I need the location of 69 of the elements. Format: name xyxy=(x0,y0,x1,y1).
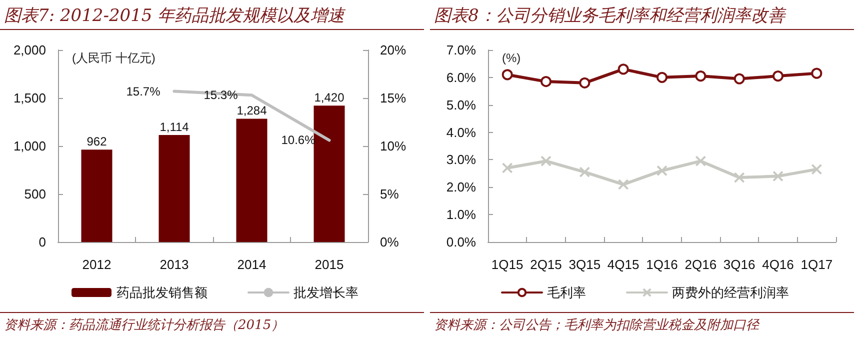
point xyxy=(734,73,745,84)
y2-tick-label: 10% xyxy=(380,138,406,154)
bar xyxy=(81,150,112,242)
point xyxy=(734,172,745,184)
x-tick-label: 1Q17 xyxy=(800,257,833,272)
data-label: 15.7% xyxy=(126,84,161,98)
bar xyxy=(158,135,190,242)
legend-label: 批发增长率 xyxy=(294,285,358,300)
bar xyxy=(236,118,268,242)
x-tick-label: 2Q15 xyxy=(530,257,562,272)
x-tick-label: 2012 xyxy=(82,257,112,272)
point xyxy=(618,64,629,75)
y-tick-label: 0 xyxy=(38,234,46,250)
point xyxy=(579,77,590,88)
y-tick-label: 4.0% xyxy=(446,124,476,140)
x-tick-label: 1Q16 xyxy=(646,257,678,272)
point xyxy=(618,178,629,190)
y2-tick-label: 0% xyxy=(380,234,400,250)
x-tick-label: 2014 xyxy=(237,257,266,272)
text: 资料来源：药品流通行业统计分析报告（2015） xyxy=(0,312,424,337)
y-tick-label: 0.0% xyxy=(446,234,476,250)
x-tick-label: 1Q15 xyxy=(491,257,524,272)
x-tick-label: 4Q16 xyxy=(762,257,794,272)
x-tick-label: 3Q16 xyxy=(723,257,756,272)
y-tick-label: 5.0% xyxy=(446,97,476,112)
x-tick-label: 2013 xyxy=(160,257,189,272)
y-tick-label: 3.0% xyxy=(446,152,476,168)
point xyxy=(772,70,784,82)
point xyxy=(502,69,513,80)
chart-title: 图表8：公司分销业务毛利率和经营利润率改善 xyxy=(430,0,854,30)
x-tick-label: 3Q15 xyxy=(568,257,601,272)
y-axis-title: (%) xyxy=(502,51,521,65)
y2-tick-label: 5% xyxy=(380,186,400,202)
chart-title: 图表7: 2012-2015 年药品批发规模以及增速 xyxy=(0,0,424,30)
y-tick-label: 500 xyxy=(24,186,46,202)
data-label: 962 xyxy=(86,134,108,149)
y2-tick-label: 20% xyxy=(380,42,406,58)
point xyxy=(811,164,822,175)
point xyxy=(540,156,552,167)
x-tick-label: 4Q15 xyxy=(607,257,640,272)
legend-label: 毛利率 xyxy=(547,285,586,300)
x-tick-label: 2015 xyxy=(314,257,344,272)
y-tick-label: 1.0% xyxy=(446,207,476,222)
data-label: 1,114 xyxy=(160,120,190,134)
text: 资料来源：公司公告；毛利率为扣除营业税金及附加口径 xyxy=(430,312,854,337)
y-tick-label: 6.0% xyxy=(446,70,476,85)
y-tick-label: 2.0% xyxy=(446,180,476,195)
legend-label: 药品批发销售额 xyxy=(116,285,208,300)
y-axis-title: (人民币 十亿元) xyxy=(72,51,156,65)
point xyxy=(502,162,513,174)
y-tick-label: 1,500 xyxy=(13,90,46,106)
y-tick-label: 2,000 xyxy=(13,42,46,58)
point xyxy=(656,72,668,83)
point xyxy=(695,70,706,82)
point xyxy=(540,76,552,88)
legend-label: 两费外的经营利润率 xyxy=(672,285,789,300)
y-tick-label: 1,000 xyxy=(13,138,46,154)
point xyxy=(772,170,784,182)
point xyxy=(811,68,822,79)
data-label: 1,420 xyxy=(314,90,345,105)
point xyxy=(579,166,590,178)
y2-tick-label: 15% xyxy=(380,90,406,106)
bar xyxy=(314,106,345,242)
point xyxy=(695,156,706,167)
point xyxy=(656,165,668,176)
y-tick-label: 7.0% xyxy=(446,42,476,58)
data-label: 1,284 xyxy=(236,104,268,118)
x-tick-label: 2Q16 xyxy=(684,257,717,272)
data-label: 15.3% xyxy=(204,88,238,102)
